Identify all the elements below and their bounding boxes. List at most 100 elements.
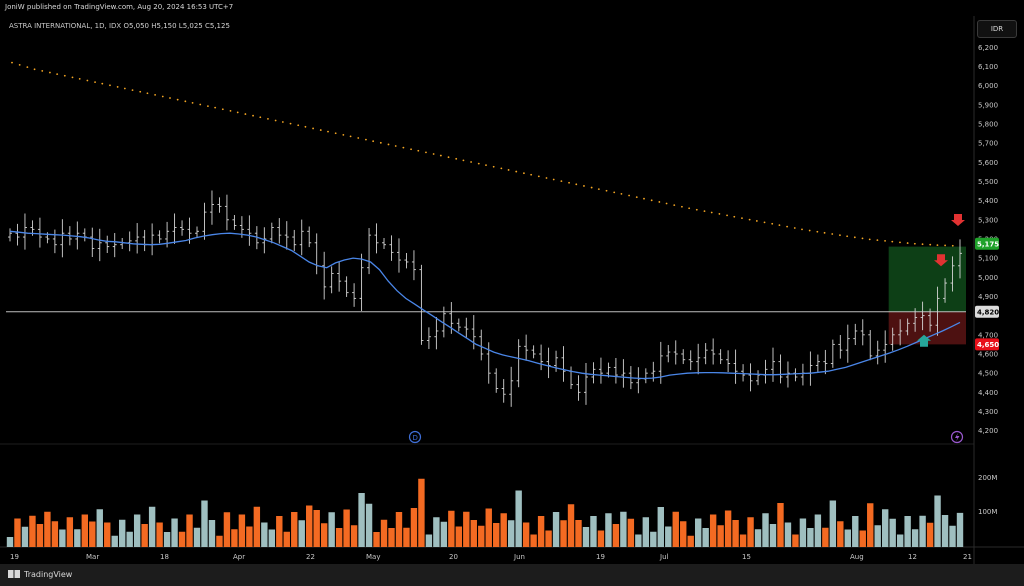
ma-long-dot — [281, 121, 284, 123]
ma-long-dot — [688, 207, 691, 210]
ma-long-dot — [447, 156, 450, 159]
volume-bar — [889, 518, 896, 547]
ma-long-dot — [176, 98, 179, 101]
volume-bar — [163, 532, 171, 547]
ma-long-dot — [252, 114, 254, 117]
volume-bar — [919, 515, 926, 547]
volume-bar — [567, 504, 575, 547]
tradingview-logo-icon — [8, 570, 20, 578]
volume-bar — [44, 511, 51, 547]
volume-bar — [807, 528, 814, 547]
ma-long-dot — [387, 143, 390, 146]
volume-bar — [530, 534, 537, 547]
volume-bar — [500, 513, 507, 547]
ma-long-dot — [628, 194, 631, 197]
volume-bar — [276, 516, 283, 547]
ma-long-dot — [432, 153, 435, 155]
ma-long-dot — [861, 237, 864, 240]
volume-bar — [156, 522, 163, 547]
ma-long-dot — [583, 185, 585, 187]
ma-long-dot — [56, 73, 59, 75]
ma-long-dot — [545, 177, 548, 179]
time-tick-label: 20 — [449, 553, 458, 561]
volume-bar — [51, 521, 59, 547]
price-tick-label: 5,800 — [978, 120, 998, 128]
volume-bar — [133, 514, 141, 547]
price-label-box — [975, 305, 999, 318]
volume-bar — [605, 513, 612, 547]
volume-bar — [306, 505, 313, 547]
ma-long-dot — [681, 205, 683, 208]
volume-bar — [642, 517, 650, 547]
volume-bar — [350, 525, 358, 547]
ma-long-dot — [726, 214, 728, 217]
ma-long-dot — [236, 111, 239, 114]
volume-bar — [881, 509, 889, 547]
price-tick-label: 6,200 — [978, 44, 998, 52]
buy-arrow-icon — [917, 334, 931, 347]
ma-long-dot — [944, 244, 947, 247]
publisher-text: JoniW published on TradingView.com, Aug … — [5, 3, 234, 11]
volume-bar — [739, 534, 747, 547]
ma-long-dot — [365, 138, 367, 141]
volume-bar — [126, 531, 133, 547]
volume-bar — [148, 506, 156, 547]
volume-bar — [395, 512, 403, 547]
volume-bar — [216, 535, 223, 547]
volume-bar — [246, 526, 253, 547]
volume-bar — [81, 514, 89, 547]
ma-long-dot — [101, 82, 104, 85]
ma-long-dot — [590, 186, 593, 189]
price-tick-label: 5,000 — [978, 274, 998, 282]
footer-bar: TradingView — [0, 564, 1024, 586]
volume-bar — [410, 508, 418, 547]
volume-bar — [261, 522, 268, 547]
ma-long-dot — [78, 77, 81, 80]
ma-long-dot — [161, 95, 164, 98]
volume-bar — [956, 512, 964, 547]
volume-bar — [777, 503, 784, 547]
ma-long-dot — [620, 193, 623, 195]
time-tick-label: 19 — [10, 553, 19, 561]
time-tick-label: May — [366, 553, 380, 561]
volume-bar — [769, 524, 777, 547]
ma-long-dot — [229, 109, 232, 112]
high-key: H — [151, 22, 157, 30]
ma-long-dot — [846, 235, 849, 238]
time-tick-label: 18 — [160, 553, 169, 561]
volume-bar — [754, 529, 762, 547]
volume-bar — [253, 506, 261, 547]
high-value: 5,150 — [156, 22, 177, 30]
volume-bar — [223, 512, 231, 547]
volume-bar — [186, 514, 193, 547]
volume-bar — [380, 519, 388, 547]
ma-long-dot — [763, 221, 766, 224]
price-tick-label: 5,700 — [978, 140, 998, 148]
volume-bar — [403, 527, 410, 547]
volume-bar — [747, 517, 754, 547]
ma-long-dot — [425, 151, 427, 154]
ma-long-dot — [733, 215, 736, 218]
volume-series — [6, 478, 964, 547]
ma-long-dot — [417, 149, 420, 152]
ma-long-dot — [131, 89, 134, 91]
volume-bar — [926, 522, 934, 547]
volume-bar — [874, 525, 881, 547]
volume-bar — [582, 527, 590, 547]
price-tick-label: 4,700 — [978, 331, 998, 339]
time-tick-label: Jun — [513, 553, 525, 561]
ma-long-dot — [342, 133, 345, 136]
price-chart[interactable]: 6,200 6,100 6,000 5,900 5,800 5,700 5,600 5,500… — [0, 16, 1024, 564]
ma-long-dot — [530, 173, 533, 176]
ma-long-dot — [109, 84, 111, 87]
currency-button[interactable]: IDR — [977, 20, 1017, 38]
volume-bar — [478, 525, 485, 547]
ma-long-dot — [718, 213, 721, 215]
brand-name: TradingView — [24, 570, 73, 579]
ma-long-dot — [906, 242, 909, 244]
ma-long-dot — [274, 119, 277, 122]
chart-panel — [0, 16, 1024, 564]
volume-bar — [59, 529, 66, 547]
price-label-box — [975, 237, 999, 250]
ma-long-dot — [184, 100, 187, 103]
